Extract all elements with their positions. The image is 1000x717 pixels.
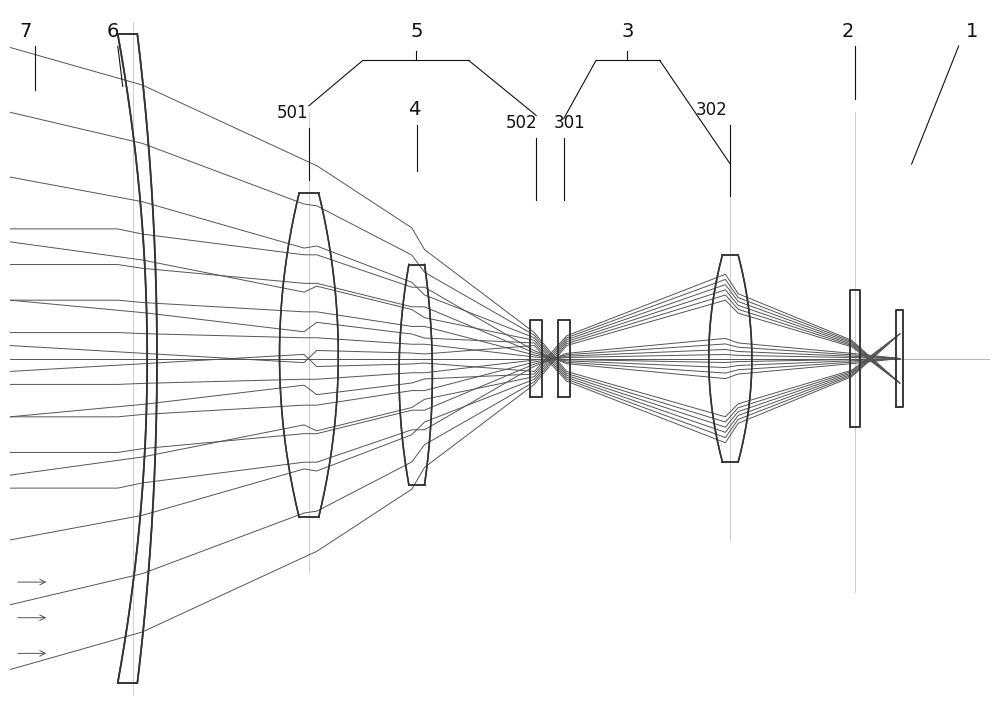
Text: 502: 502 — [506, 114, 537, 132]
Text: 302: 302 — [696, 100, 728, 119]
Text: 7: 7 — [20, 22, 32, 41]
Text: 2: 2 — [842, 22, 854, 41]
Text: 5: 5 — [410, 22, 423, 41]
Text: 501: 501 — [276, 104, 308, 122]
Text: 4: 4 — [409, 100, 421, 119]
Text: 3: 3 — [621, 22, 634, 41]
Text: 6: 6 — [107, 22, 119, 41]
Text: 301: 301 — [554, 114, 586, 132]
Text: 1: 1 — [966, 22, 978, 41]
